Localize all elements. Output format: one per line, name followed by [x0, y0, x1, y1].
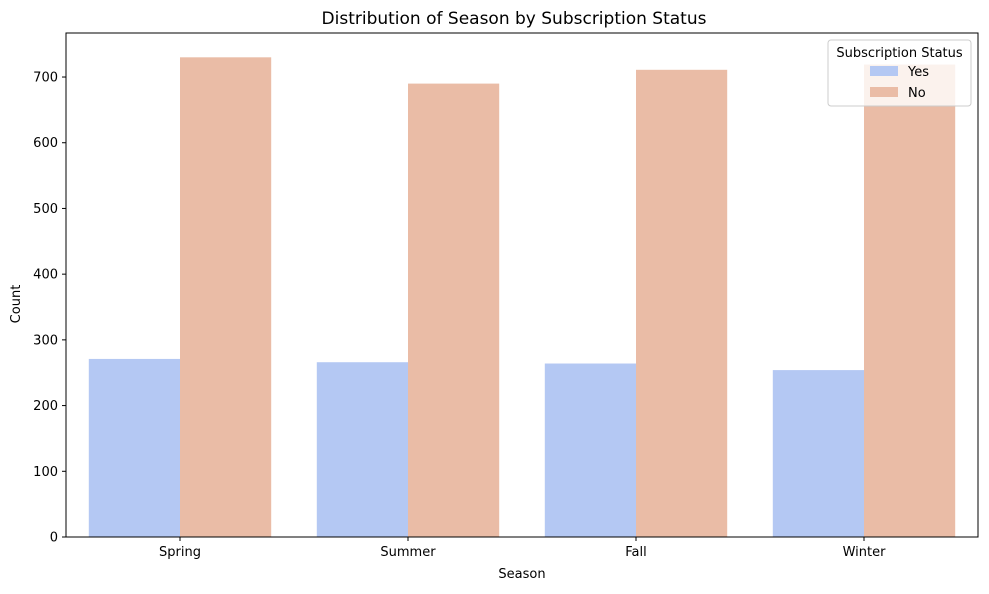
legend-title: Subscription Status [836, 46, 963, 61]
x-axis-label: Season [498, 567, 545, 582]
legend-swatch-no [870, 87, 898, 97]
y-tick-label: 0 [50, 531, 58, 546]
legend-swatch-yes [870, 66, 898, 76]
legend-label-yes: Yes [907, 65, 929, 80]
plot-frame [65, 32, 979, 538]
y-tick-label: 200 [33, 399, 58, 414]
y-tick-label: 300 [33, 333, 58, 348]
chart-title: Distribution of Season by Subscription S… [322, 9, 707, 29]
y-tick-label: 500 [33, 202, 58, 217]
bar-yes-summer [316, 362, 408, 537]
bar-yes-winter [772, 370, 864, 537]
axes-layer: Spring Summer Fall Winter 0 100 200 300 400 500 60… [33, 32, 979, 560]
y-tick-label: 400 [33, 268, 58, 283]
bars-layer [88, 57, 956, 538]
legend-box [827, 39, 972, 107]
y-tick-label: 100 [33, 465, 58, 480]
bar-no-summer [408, 83, 500, 537]
bar-yes-fall [544, 363, 636, 537]
bar-yes-spring [88, 358, 180, 537]
x-tick-label: Summer [380, 545, 436, 560]
x-tick-label: Spring [159, 545, 201, 560]
legend: Subscription Status Yes No [827, 39, 972, 107]
bar-no-fall [636, 69, 728, 537]
bar-no-spring [180, 57, 272, 538]
bar-no-winter [864, 64, 956, 537]
y-tick-label: 600 [33, 136, 58, 151]
x-tick-label: Fall [625, 545, 646, 560]
y-tick-label: 700 [33, 71, 58, 86]
legend-label-no: No [908, 86, 926, 101]
x-tick-label: Winter [843, 545, 887, 560]
y-axis-label: Count [9, 285, 24, 324]
